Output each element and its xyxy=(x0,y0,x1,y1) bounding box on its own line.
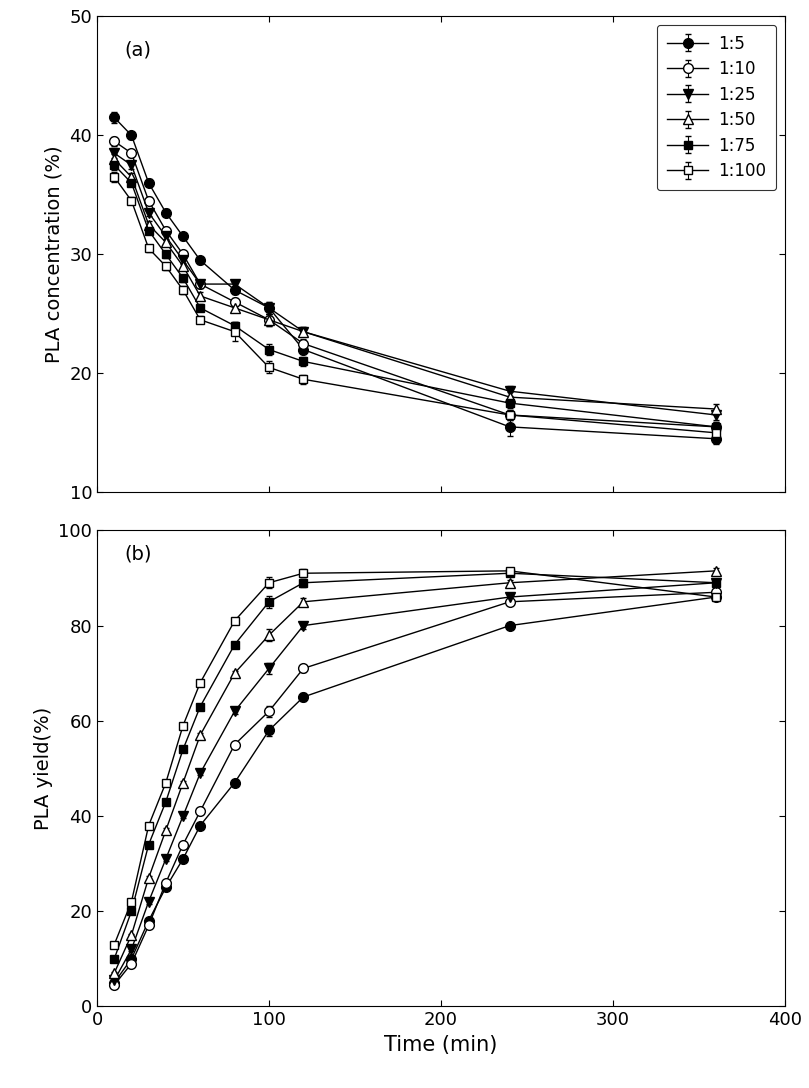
Y-axis label: PLA concentration (%): PLA concentration (%) xyxy=(45,146,64,363)
Text: (a): (a) xyxy=(125,40,151,59)
Y-axis label: PLA yield(%): PLA yield(%) xyxy=(34,707,53,830)
Legend: 1:5, 1:10, 1:25, 1:50, 1:75, 1:100: 1:5, 1:10, 1:25, 1:50, 1:75, 1:100 xyxy=(657,25,777,190)
Text: (b): (b) xyxy=(125,545,152,564)
X-axis label: Time (min): Time (min) xyxy=(384,1035,498,1055)
